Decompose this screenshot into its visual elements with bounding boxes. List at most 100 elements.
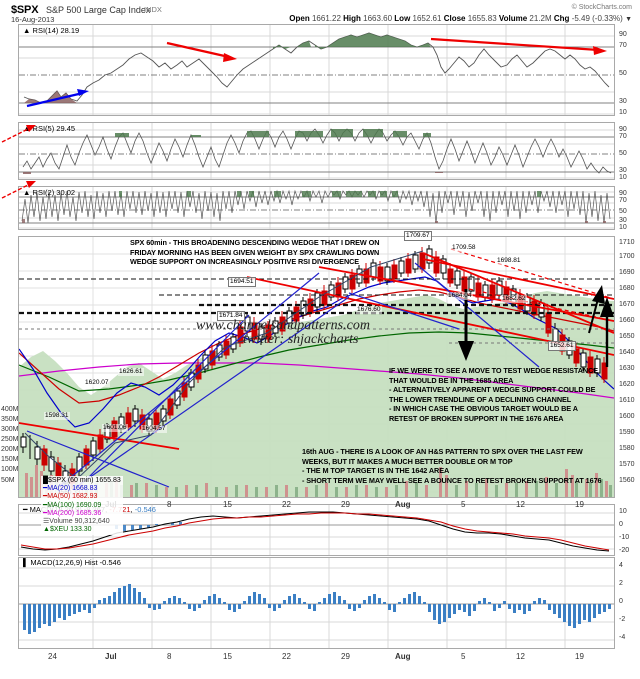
chg-down-arrow-icon: ▼ [625, 16, 632, 23]
bounce-up-arrow-right [600, 297, 614, 367]
annotation-bottom-block: 16th AUG - THERE IS A LOOK OF AN H&S PAT… [302, 447, 602, 485]
watermark-twitter: twitter: shjackcharts [243, 332, 359, 347]
ticker-symbol: $SPX [11, 4, 39, 16]
legend-row-spx: █$SPX (60 min) 1655.83 [43, 477, 121, 484]
close-value: 1655.83 [467, 14, 497, 23]
rsi14-plot [19, 25, 614, 115]
price-tick-1590: 1590 [619, 429, 635, 436]
price-tick-1600: 1600 [619, 413, 635, 420]
x2-tick-15: 15 [223, 652, 232, 661]
rsi14-icon: ▲ [23, 26, 31, 35]
legend-row-ma200: ━MA(200) 1685.36 [43, 509, 102, 517]
x2-tick-5: 5 [461, 652, 466, 661]
open-label: Open [289, 14, 310, 23]
ma200-swatch-icon: ━ [43, 509, 48, 517]
price-tick-1650: 1650 [619, 333, 635, 340]
panel-rsi2: ▲ RSI(2) 30.02 [18, 186, 615, 230]
price-tick-1580: 1580 [619, 445, 635, 452]
price-tag-1698-81: 1698.81 [496, 257, 522, 265]
open-value: 1661.22 [311, 14, 341, 23]
rsi5-plot [19, 123, 614, 179]
rsi2-plot [19, 187, 614, 229]
panel-rsi5: ▲ RSI(5) 29.45 [18, 122, 615, 180]
rsi5-tick-50: 50 [619, 150, 627, 157]
x-tick-22: 22 [282, 500, 291, 509]
ticker-name: S&P 500 Large Cap Index [46, 5, 151, 15]
xeu-area-icon: ▲ [43, 526, 50, 534]
macd-hist-legend: ▌ MACD(12,26,9) Hist -0.546 [23, 558, 121, 567]
navy-trend-path [24, 250, 424, 480]
macd-line-icon: ━ [23, 505, 28, 514]
rsi14-legend: ▲ RSI(14) 28.19 [23, 26, 80, 35]
price-tag-1671-84: 1671.84 [217, 311, 245, 321]
ma50-line [19, 289, 614, 404]
x-tick-aug: Aug [395, 500, 411, 509]
x-tick-8: 8 [167, 500, 172, 509]
macd-histogram-bars [23, 584, 611, 634]
watermark-website: www.channelsandpatterns.com [196, 318, 370, 333]
legend-row-volume: ☰Volume 90,312,640 [43, 517, 110, 525]
x2-tick-19: 19 [575, 652, 584, 661]
wedge-projection-lines [450, 248, 614, 322]
macd-hist-icon: ▌ [23, 558, 29, 567]
source-watermark: © StockCharts.com [571, 4, 632, 11]
x-tick-5: 5 [461, 500, 466, 509]
macd-hist-tick-2: 2 [619, 580, 623, 587]
macd-tick-10: 10 [619, 508, 627, 515]
macd-tick-0: 0 [619, 521, 623, 528]
ma20-swatch-icon: ━ [43, 485, 48, 493]
high-label: High [343, 14, 361, 23]
ma200-line [19, 362, 614, 399]
rsi5-tick-30: 30 [619, 167, 627, 174]
x2-tick-22: 22 [282, 652, 291, 661]
volume-tick-150M: 150M [1, 456, 19, 463]
price-tick-1640: 1640 [619, 349, 635, 356]
price-tick-1700: 1700 [619, 253, 635, 260]
rsi2-tick-90: 90 [619, 190, 627, 197]
rsi14-red-divergence-arrow [430, 37, 607, 55]
macd-hist-tick-4: 4 [619, 562, 623, 569]
price-tag-1709-58: 1709.58 [451, 244, 477, 252]
x-axis-bottom: 24 Jul 8 15 22 29 Aug 5 12 19 [18, 650, 615, 664]
volume-tick-250M: 250M [1, 436, 19, 443]
price-tick-1630: 1630 [619, 365, 635, 372]
x-tick-29: 29 [341, 500, 350, 509]
rsi2-legend: ▲ RSI(2) 30.02 [23, 188, 76, 197]
legend-row-ma20: ━MA(20) 1668.83 [43, 485, 98, 493]
volume-bars-icon: ☰ [43, 517, 50, 525]
volume-tick-50M: 50M [1, 477, 15, 484]
rsi2-tick-10: 10 [619, 224, 627, 231]
volume-tick-100M: 100M [1, 466, 19, 473]
panel-main-price: █$SPX (60 min) 1655.83 ━MA(20) 1668.83 ━… [18, 236, 615, 536]
candles-icon: █ [43, 477, 48, 484]
price-tick-1670: 1670 [619, 301, 635, 308]
annotation-top-block: SPX 60min - THIS BROADENING DESCENDING W… [130, 238, 380, 267]
chart-date: 16-Aug-2013 [11, 15, 55, 24]
quote-bar: Open 1661.22 High 1663.60 Low 1652.61 Cl… [289, 14, 632, 23]
rsi2-tick-70: 70 [619, 197, 627, 204]
rsi14-blue-divergence-arrow [26, 89, 89, 108]
price-tick-1680: 1680 [619, 285, 635, 292]
rsi2-icon: ▲ [23, 188, 31, 197]
x2-tick-8: 8 [167, 652, 172, 661]
low-label: Low [394, 14, 411, 23]
x2-tick-12: 12 [516, 652, 525, 661]
rsi14-red-arrow-left [166, 41, 237, 62]
volume-value: 21.2M [529, 14, 552, 23]
macd-hist-plot [19, 558, 614, 648]
legend-row-xeu: ▲$XEU 133.30 [43, 526, 92, 534]
rsi14-tick-90: 90 [619, 31, 627, 38]
rsi5-icon: ▲ [23, 124, 31, 133]
price-tag-1682-62: 1682.62 [501, 295, 527, 303]
price-tag-1598-31: 1598.31 [44, 412, 70, 420]
close-label: Close [443, 14, 466, 23]
ma50-swatch-icon: ━ [43, 493, 48, 501]
volume-label: Volume [498, 14, 528, 23]
panel-rsi14: ▲ RSI(14) 28.19 [18, 24, 615, 116]
annotation-right-block: IF WE WERE TO SEE A MOVE TO TEST WEDGE R… [389, 366, 599, 423]
rsi14-tick-70: 70 [619, 42, 627, 49]
price-tag-1601-06: 1601.06 [102, 424, 128, 432]
macd-signal-line [20, 512, 610, 551]
rsi5-legend: ▲ RSI(5) 29.45 [23, 124, 76, 133]
